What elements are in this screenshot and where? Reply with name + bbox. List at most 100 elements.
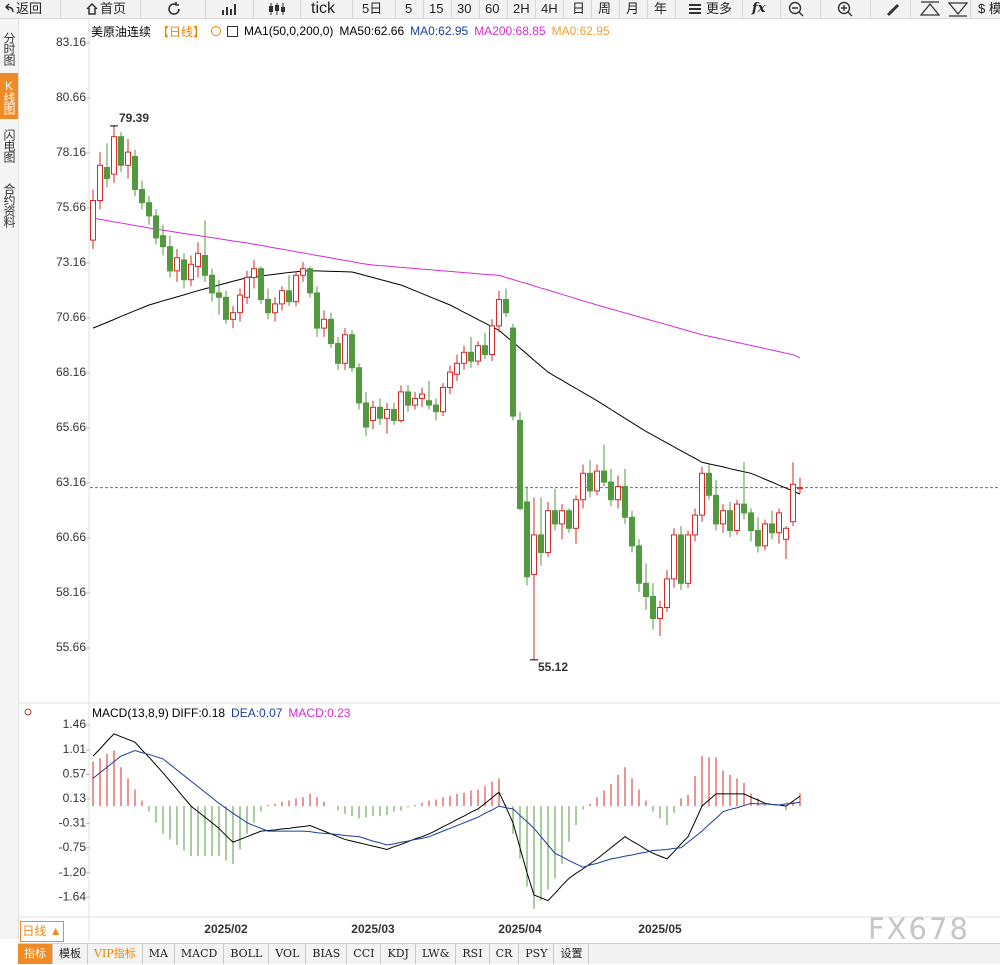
toolbar-item[interactable]: fx (752, 1, 766, 16)
toolbar-separator (300, 0, 301, 18)
toolbar-separator (870, 0, 871, 18)
indicator-tab[interactable]: CR (490, 944, 520, 964)
candle-body (657, 607, 663, 619)
toolbar-separator (352, 0, 353, 18)
candle-body (580, 472, 586, 501)
indicator-tab[interactable]: RSI (456, 944, 490, 964)
indicator-tab[interactable]: MA (143, 944, 175, 964)
sidebar-tab[interactable]: 闪电图 (2, 128, 16, 162)
toolbar-item[interactable]: 5日 (362, 1, 383, 16)
macd-legend: MACD(13,8,9) DIFF:0.18 DEA:0.07 MACD:0.23 (92, 705, 350, 721)
indicator-tab[interactable]: BOLL (224, 944, 270, 964)
toolbar-item[interactable]: $ 模 (978, 1, 1000, 16)
toolbar-item[interactable]: 首页 (100, 1, 127, 16)
legend-item: MA200:68.85 (474, 24, 546, 38)
candle-body (363, 402, 369, 428)
candle-body (335, 343, 341, 364)
indicator-tab[interactable]: KDJ (381, 944, 416, 964)
toolbar-item[interactable]: 60 (485, 1, 500, 16)
candle-body (608, 481, 614, 501)
pen-icon[interactable] (885, 2, 901, 16)
candle-body (783, 527, 789, 540)
indicator-tab[interactable]: MACD (175, 944, 225, 964)
candle-body (118, 136, 124, 166)
toolbar-item[interactable]: 15 (429, 1, 444, 16)
period-button[interactable]: 日线 ▲ (20, 921, 64, 942)
toolbar-item[interactable]: 更多 (706, 1, 733, 16)
toolbar-item[interactable]: 4H (541, 1, 558, 16)
zoom-out[interactable] (788, 1, 804, 17)
y-tick-label: 80.66 (56, 90, 86, 104)
toolbar-item[interactable]: 周 (598, 1, 612, 16)
candle-body (496, 299, 502, 327)
toolbar-item[interactable]: 月 (626, 1, 640, 16)
triangle-up-icon[interactable] (920, 1, 940, 17)
candle-body (643, 582, 649, 597)
toolbar-item[interactable]: 年 (654, 1, 668, 16)
legend-icon (227, 25, 239, 37)
indicator-tab[interactable]: 模板 (53, 944, 88, 964)
indicator-tab[interactable]: PSY (519, 944, 555, 964)
bar-icon[interactable] (221, 2, 239, 16)
candle-body (769, 523, 775, 534)
indicator-tab[interactable]: 指标 (18, 944, 53, 964)
y-tick-label: 0.57 (63, 767, 87, 781)
candle-body (538, 534, 544, 554)
candle-body (209, 274, 215, 294)
macd-line (92, 750, 801, 868)
candle-body (300, 268, 306, 276)
candle-body (699, 472, 705, 516)
indicator-tab[interactable]: 设置 (554, 944, 590, 964)
y-tick-label: 68.16 (56, 365, 86, 379)
y-tick-label: 1.46 (63, 717, 87, 731)
candle-icon[interactable] (268, 2, 288, 16)
y-tick-label: 63.16 (56, 475, 86, 489)
toolbar-item[interactable]: 日 (572, 1, 586, 16)
candle-body (545, 510, 551, 554)
indicator-tab[interactable]: LW& (416, 944, 457, 964)
toolbar-item[interactable]: 2H (513, 1, 530, 16)
candle-body (405, 391, 411, 406)
candle-body (615, 486, 621, 501)
sidebar: 分时图 K线图闪电图合约资料 (0, 19, 19, 939)
candle-body (454, 362, 460, 375)
toolbar: 返回 首页 tick 5日 5 15 30 60 2H 4H 日周月年 更多 fx $ 模 (0, 0, 1000, 19)
x-tick-label: 2025/02 (204, 922, 248, 936)
candle-body (258, 268, 264, 301)
legend-item: DEA:0.07 (231, 706, 283, 720)
indicator-tab[interactable]: VOL (269, 944, 307, 964)
x-tick-label: 2025/03 (351, 922, 395, 936)
toolbar-item[interactable]: 5 (405, 1, 413, 16)
candle-body (587, 472, 593, 492)
candle-body (741, 503, 747, 514)
zoom-in[interactable] (837, 1, 853, 17)
sidebar-tab[interactable]: 分时图 (2, 31, 16, 65)
refresh-icon[interactable] (166, 1, 182, 17)
candle-body (489, 325, 495, 355)
candle-body (342, 334, 348, 364)
toolbar-separator (507, 0, 508, 18)
menu-icon (689, 4, 701, 14)
ma-line (92, 270, 801, 495)
candle-body (391, 409, 397, 421)
macd-title: MACD(13,8,9) (92, 706, 169, 720)
toolbar-item[interactable]: tick (311, 0, 335, 17)
sidebar-tab[interactable]: 合约资料 (2, 183, 16, 227)
candle-body (790, 483, 796, 523)
sidebar-tab[interactable]: K线图 (0, 73, 18, 119)
candle-body (762, 523, 768, 547)
candle-body (125, 151, 131, 166)
indicator-tab[interactable]: CCI (347, 944, 382, 964)
toolbar-separator (563, 0, 564, 18)
high-label: 79.39 (119, 111, 149, 125)
candle-body (629, 516, 635, 547)
toolbar-item[interactable]: 30 (457, 1, 472, 16)
triangle-down-icon[interactable] (948, 1, 968, 17)
candle-body (174, 257, 180, 272)
candle-body (734, 503, 740, 532)
indicator-tab[interactable]: VIP指标 (88, 944, 143, 964)
toolbar-item[interactable]: 返回 (16, 1, 43, 16)
indicator-tab[interactable]: BIAS (306, 944, 348, 964)
candle-body (272, 303, 278, 314)
y-tick-label: 78.16 (56, 145, 86, 159)
